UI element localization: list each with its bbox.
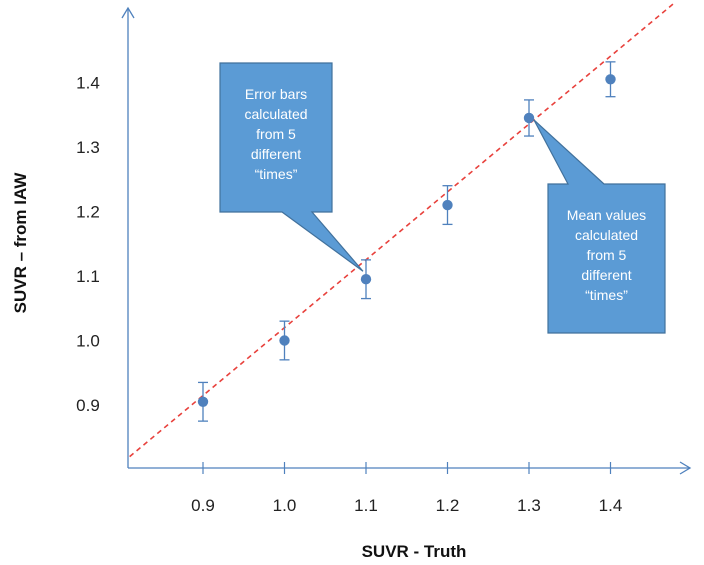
x-axis-title: SUVR - Truth bbox=[362, 542, 467, 561]
callout-text-line: “times” bbox=[585, 287, 628, 303]
point-marker bbox=[360, 274, 372, 285]
y-axis-arrow bbox=[121, 6, 135, 19]
point-marker bbox=[442, 199, 453, 211]
x-tick-label: 1.4 bbox=[599, 496, 623, 515]
point-marker bbox=[605, 74, 616, 85]
y-tick-label: 1.2 bbox=[76, 203, 100, 222]
y-tick-label: 1.1 bbox=[76, 267, 100, 286]
callout-text-line: Error bars bbox=[245, 86, 307, 102]
callout-text-line: from 5 bbox=[587, 247, 627, 263]
x-tick-label: 1.0 bbox=[273, 496, 297, 515]
data-points-layer bbox=[197, 61, 616, 422]
identity-reference-line bbox=[129, 1, 677, 458]
callout-text-line: calculated bbox=[575, 227, 638, 243]
callout-mean: Mean values calculated from 5 different “tim… bbox=[533, 119, 666, 334]
data-point bbox=[523, 99, 535, 137]
callout-text-line: Mean values bbox=[567, 207, 646, 223]
x-tick-label: 1.2 bbox=[436, 496, 460, 515]
data-point bbox=[605, 61, 616, 98]
y-tick-label: 0.9 bbox=[76, 396, 100, 415]
data-point bbox=[360, 259, 372, 300]
x-tick-label: 1.1 bbox=[354, 496, 378, 515]
callout-text-line: different bbox=[251, 146, 301, 162]
point-marker bbox=[197, 396, 209, 407]
reference-line-layer bbox=[129, 1, 677, 458]
callout-error: Error bars calculated from 5 different “time… bbox=[219, 62, 364, 272]
y-tick-label: 1.4 bbox=[76, 74, 100, 93]
callout-text-line: “times” bbox=[255, 166, 298, 182]
data-point bbox=[279, 320, 290, 361]
point-marker bbox=[523, 112, 535, 124]
axes bbox=[121, 6, 692, 475]
y-axis-title: SUVR – from IAW bbox=[11, 172, 30, 314]
x-tick-label: 0.9 bbox=[191, 496, 215, 515]
y-tick-label: 1.0 bbox=[76, 332, 100, 351]
y-tick-label: 1.3 bbox=[76, 138, 100, 157]
x-axis-arrow bbox=[679, 461, 692, 475]
callout-text-line: calculated bbox=[244, 106, 307, 122]
callout-shape bbox=[219, 62, 364, 272]
callout-shape bbox=[533, 119, 666, 334]
callout-text-line: different bbox=[581, 267, 631, 283]
x-tick-label: 1.3 bbox=[517, 496, 541, 515]
callouts-layer: Error bars calculated from 5 different “time… bbox=[219, 62, 666, 334]
callout-text-line: from 5 bbox=[256, 126, 296, 142]
tick-labels-layer: 0.9 1.0 1.1 1.2 1.3 1.4 0.9 1.0 1.1 1.2 1.3 1.4 bbox=[76, 74, 622, 516]
data-point bbox=[197, 381, 209, 422]
point-marker bbox=[279, 335, 290, 346]
data-point bbox=[442, 185, 453, 226]
